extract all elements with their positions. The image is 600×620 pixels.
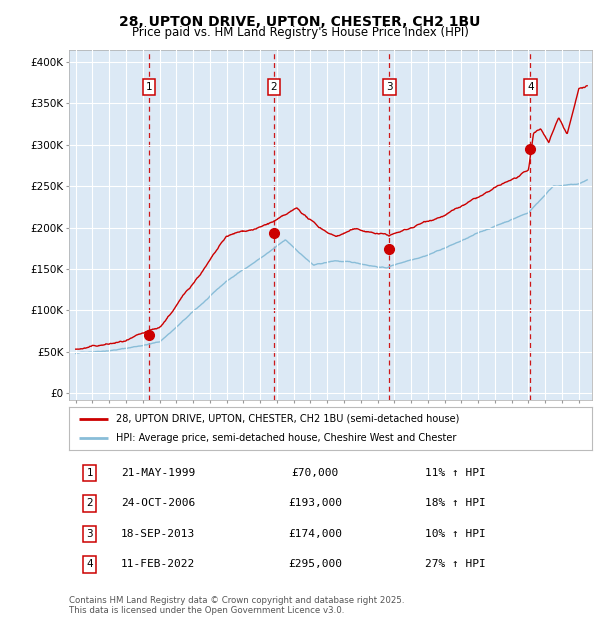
Text: 1: 1 [86,468,93,478]
Text: 11-FEB-2022: 11-FEB-2022 [121,559,195,569]
Text: HPI: Average price, semi-detached house, Cheshire West and Chester: HPI: Average price, semi-detached house,… [116,433,457,443]
Text: 28, UPTON DRIVE, UPTON, CHESTER, CH2 1BU (semi-detached house): 28, UPTON DRIVE, UPTON, CHESTER, CH2 1BU… [116,414,460,423]
Text: 21-MAY-1999: 21-MAY-1999 [121,468,195,478]
Text: 10% ↑ HPI: 10% ↑ HPI [425,529,485,539]
Text: 28, UPTON DRIVE, UPTON, CHESTER, CH2 1BU: 28, UPTON DRIVE, UPTON, CHESTER, CH2 1BU [119,15,481,29]
Text: Price paid vs. HM Land Registry's House Price Index (HPI): Price paid vs. HM Land Registry's House … [131,26,469,38]
Text: Contains HM Land Registry data © Crown copyright and database right 2025.
This d: Contains HM Land Registry data © Crown c… [69,596,404,615]
Text: 18-SEP-2013: 18-SEP-2013 [121,529,195,539]
Text: 24-OCT-2006: 24-OCT-2006 [121,498,195,508]
Text: 3: 3 [386,82,393,92]
Text: 27% ↑ HPI: 27% ↑ HPI [425,559,485,569]
Text: £295,000: £295,000 [288,559,342,569]
Text: 4: 4 [86,559,93,569]
Text: 4: 4 [527,82,534,92]
Text: 11% ↑ HPI: 11% ↑ HPI [425,468,485,478]
Text: 1: 1 [146,82,152,92]
Text: £193,000: £193,000 [288,498,342,508]
Text: 2: 2 [271,82,277,92]
Text: 2: 2 [86,498,93,508]
Text: £70,000: £70,000 [291,468,338,478]
Text: 3: 3 [86,529,93,539]
Text: 18% ↑ HPI: 18% ↑ HPI [425,498,485,508]
Text: £174,000: £174,000 [288,529,342,539]
